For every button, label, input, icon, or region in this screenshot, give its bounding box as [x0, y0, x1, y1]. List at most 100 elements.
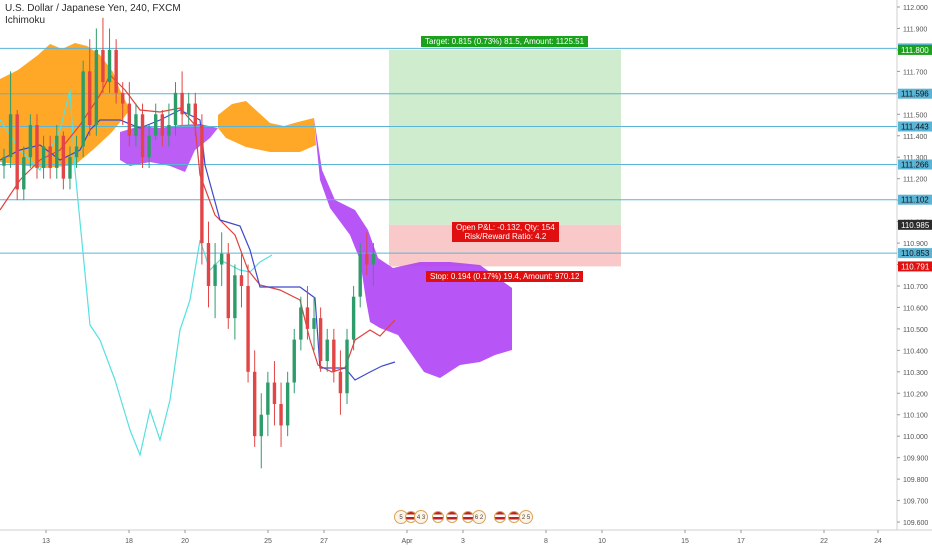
time-tick-label: 8 — [544, 538, 548, 545]
candle-body[interactable] — [279, 403, 283, 426]
candle-body[interactable] — [68, 157, 72, 179]
price-level-badge[interactable] — [898, 248, 932, 259]
candle-body[interactable] — [140, 114, 145, 158]
price-level-label: 111.596 — [901, 90, 929, 99]
stop-label: Stop: 0.194 (0.17%) 19.4, Amount: 970.12 — [426, 271, 584, 282]
candle-body[interactable] — [94, 49, 99, 126]
candle-body[interactable] — [41, 146, 46, 168]
candle-body[interactable] — [167, 125, 171, 136]
candle-body[interactable] — [325, 339, 329, 362]
price-tick-label: 110.700 — [903, 284, 928, 291]
candle-body[interactable] — [147, 135, 151, 158]
candle-body[interactable] — [358, 253, 362, 297]
candle-body[interactable] — [200, 125, 204, 244]
candle-body[interactable] — [219, 253, 224, 265]
event-icon-c[interactable]: 6 2 — [472, 510, 486, 524]
time-tick-label: 10 — [598, 538, 606, 545]
indicator-label[interactable]: Ichimoku — [5, 15, 46, 26]
price-level-badge[interactable] — [898, 261, 932, 272]
candle-body[interactable] — [180, 92, 184, 115]
time-tick-label: 17 — [737, 538, 745, 545]
us-flag-icon[interactable] — [446, 511, 458, 523]
price-tick-label: 110.200 — [903, 391, 928, 398]
pnl-label: Open P&L: -0.132, Qty: 154 — [456, 223, 555, 232]
candle-body[interactable] — [2, 157, 6, 166]
candle-body[interactable] — [213, 264, 217, 286]
candle-body[interactable] — [127, 103, 132, 136]
us-flag-icon[interactable] — [494, 511, 506, 523]
candle-body[interactable] — [107, 49, 112, 83]
candle-body[interactable] — [22, 157, 26, 190]
us-flag-icon[interactable] — [432, 511, 444, 523]
price-tick-label: 109.800 — [903, 477, 928, 484]
price-level-label: 110.853 — [901, 249, 930, 258]
price-level-label: 110.985 — [901, 221, 930, 230]
candle-body[interactable] — [187, 103, 191, 115]
candle-body[interactable] — [272, 382, 277, 404]
candle-body[interactable] — [134, 114, 138, 136]
candle-body[interactable] — [114, 49, 118, 93]
candle-body[interactable] — [292, 339, 296, 383]
event-icon-b[interactable]: 4 3 — [414, 510, 428, 524]
candle-body[interactable] — [121, 92, 125, 104]
candle-body[interactable] — [81, 71, 85, 147]
price-level-badge[interactable] — [898, 219, 932, 230]
price-level-badge[interactable] — [898, 159, 932, 170]
candle-body[interactable] — [48, 146, 52, 168]
us-flag-icon[interactable] — [462, 511, 474, 523]
price-level-badge[interactable] — [898, 44, 932, 55]
candle-body[interactable] — [28, 125, 33, 158]
candle-body[interactable] — [193, 103, 197, 126]
price-tick-label: 111.500 — [903, 112, 927, 119]
candle-body[interactable] — [101, 49, 105, 83]
ichimoku-cloud-bearish — [120, 124, 218, 172]
candle-body[interactable] — [55, 135, 59, 168]
price-level-badge[interactable] — [898, 88, 932, 99]
candle-body[interactable] — [239, 275, 244, 286]
candle-body[interactable] — [173, 92, 178, 126]
candle-body[interactable] — [371, 253, 376, 265]
candle-body[interactable] — [246, 285, 250, 372]
candle-body[interactable] — [365, 253, 369, 265]
candle-body[interactable] — [338, 371, 343, 394]
candle-body[interactable] — [305, 307, 310, 329]
price-tick-label: 109.700 — [903, 499, 928, 506]
candle-body[interactable] — [299, 307, 303, 340]
candle-body[interactable] — [266, 382, 270, 415]
candle-body[interactable] — [74, 146, 79, 158]
candle-body[interactable] — [332, 339, 336, 372]
price-level-badge[interactable] — [898, 121, 932, 132]
candle-body[interactable] — [160, 114, 165, 136]
target-zone[interactable] — [389, 49, 621, 225]
price-level-label: 111.443 — [901, 123, 929, 132]
price-level-label: 111.800 — [901, 46, 929, 55]
candle-body[interactable] — [259, 414, 263, 437]
price-level-label: 110.791 — [901, 262, 930, 271]
candle-body[interactable] — [226, 253, 230, 319]
candle-body[interactable] — [252, 371, 257, 437]
candle-body[interactable] — [351, 296, 356, 340]
price-level-badge[interactable] — [898, 194, 932, 205]
candle-body[interactable] — [88, 71, 92, 126]
candle-body[interactable] — [154, 114, 158, 136]
time-tick-label: 3 — [461, 538, 465, 545]
candle-body[interactable] — [318, 318, 323, 362]
us-flag-icon[interactable] — [508, 511, 520, 523]
time-tick-label: Apr — [402, 538, 414, 545]
candle-body[interactable] — [345, 339, 349, 394]
candle-body[interactable] — [285, 382, 290, 426]
candle-body[interactable] — [312, 318, 316, 329]
candle-body[interactable] — [8, 114, 13, 158]
candle-body[interactable] — [15, 114, 19, 190]
candle-body[interactable] — [35, 125, 39, 168]
price-tick-label: 112.000 — [903, 5, 928, 12]
symbol-title[interactable]: U.S. Dollar / Japanese Yen, 240, FXCM — [5, 3, 181, 14]
price-tick-label: 110.400 — [903, 348, 928, 355]
candle-body[interactable] — [233, 275, 237, 319]
time-tick-label: 20 — [181, 538, 189, 545]
candle-body[interactable] — [61, 135, 66, 179]
event-icon-d[interactable]: 2 5 — [519, 510, 533, 524]
candle-body[interactable] — [206, 243, 211, 286]
